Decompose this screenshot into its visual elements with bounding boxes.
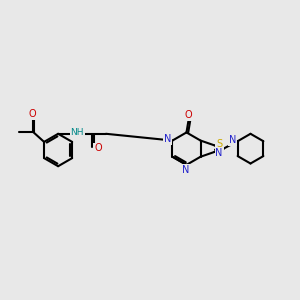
Text: N: N <box>215 148 223 158</box>
Text: N: N <box>229 135 236 145</box>
Text: O: O <box>94 143 102 153</box>
Text: S: S <box>216 139 222 149</box>
Text: O: O <box>185 110 193 120</box>
Text: N: N <box>164 134 171 144</box>
Text: N: N <box>182 165 190 175</box>
Text: O: O <box>29 109 37 119</box>
Text: NH: NH <box>70 128 84 137</box>
